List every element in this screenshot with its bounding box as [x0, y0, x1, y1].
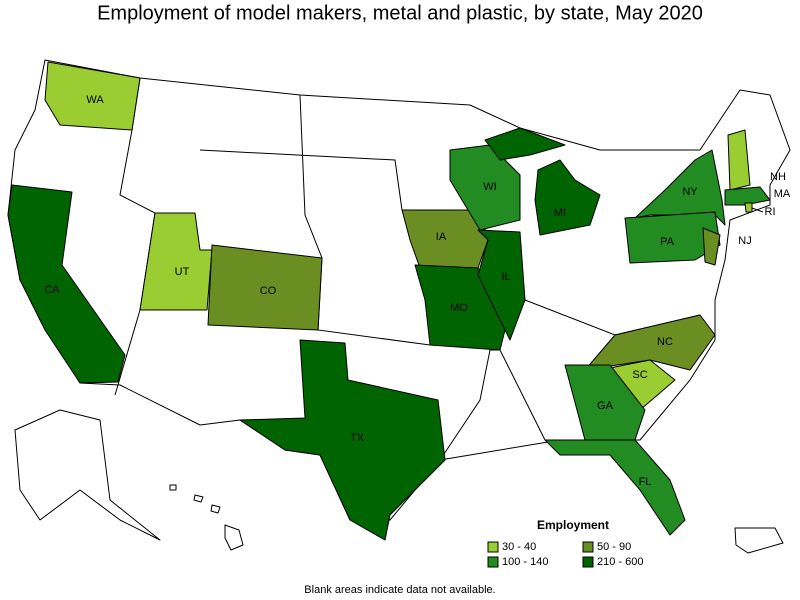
state-shape	[544, 439, 686, 536]
state: CA	[7, 184, 126, 384]
state-border	[199, 149, 403, 211]
state: MA	[724, 186, 791, 206]
state: IL	[477, 229, 526, 341]
hawaii	[169, 484, 244, 551]
state-shape	[724, 186, 771, 206]
state-shape	[534, 159, 601, 236]
state-label: UT	[175, 266, 190, 278]
legend: 30 - 40 50 - 90 100 - 140 210 - 600	[487, 541, 643, 568]
state: PA	[624, 211, 721, 264]
state-shape	[44, 61, 141, 131]
state: FL	[544, 439, 686, 536]
legend-swatch	[582, 541, 594, 553]
state-label: NY	[682, 186, 698, 198]
state-shape	[484, 127, 566, 161]
state: MO	[414, 264, 506, 351]
state-shape	[477, 229, 526, 341]
state-label: NH	[770, 171, 786, 183]
state: NJ	[702, 227, 752, 266]
state-label: TX	[350, 432, 365, 444]
legend-swatch	[582, 556, 594, 568]
puerto-rico	[734, 527, 784, 554]
legend-label: 30 - 40	[502, 541, 536, 553]
state-shape	[727, 129, 751, 191]
map-title: Employment of model makers, metal and pl…	[97, 2, 703, 24]
legend-swatch	[487, 556, 499, 568]
state: RI	[744, 202, 776, 218]
state-label: FL	[639, 476, 652, 488]
state-label: NJ	[738, 235, 751, 247]
state: GA	[564, 364, 646, 441]
state-label: WI	[483, 181, 496, 193]
footnote: Blank areas indicate data not available.	[304, 584, 495, 596]
alaska	[14, 409, 161, 541]
state-label: GA	[597, 400, 614, 412]
state: CO	[207, 244, 323, 331]
state-label: NC	[657, 336, 673, 348]
legend-label: 50 - 90	[597, 541, 631, 553]
state-shape	[702, 227, 721, 266]
state-shape	[207, 244, 323, 331]
legend-label: 100 - 140	[502, 556, 548, 568]
state-label: RI	[765, 206, 776, 218]
state-label: CA	[44, 284, 60, 296]
state: WA	[44, 61, 141, 131]
state-label: MA	[774, 188, 791, 200]
state-shape	[239, 339, 446, 541]
state-shape	[744, 202, 753, 213]
state-shape	[7, 184, 126, 384]
legend-title: Employment	[537, 518, 609, 532]
state-label: PA	[660, 236, 675, 248]
state: MI	[484, 127, 601, 236]
state-label: IA	[436, 231, 447, 243]
state-label: IL	[501, 271, 510, 283]
state: TX	[239, 339, 446, 541]
state: NH	[727, 129, 786, 191]
state-shape	[414, 264, 506, 351]
state-label: MI	[554, 207, 566, 219]
state-label: WA	[86, 94, 104, 106]
state-label: MO	[450, 302, 468, 314]
state-label: CO	[260, 285, 277, 297]
state: WI	[449, 144, 521, 231]
legend-label: 210 - 600	[597, 556, 643, 568]
state-label: SC	[632, 369, 647, 381]
legend-swatch	[487, 541, 499, 553]
state-border	[439, 349, 546, 461]
state-shape	[564, 364, 646, 441]
